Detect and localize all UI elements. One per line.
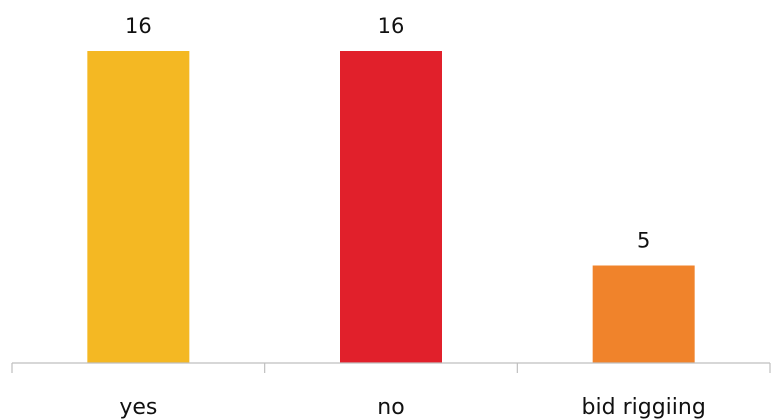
data-label: 16 xyxy=(378,14,405,38)
bar-bid-riggiing xyxy=(592,265,695,363)
x-tick-label: bid riggiing xyxy=(582,395,706,420)
x-tick-label: no xyxy=(377,395,404,420)
x-axis-tick-labels-group: yes no bid riggiing xyxy=(119,395,705,420)
data-label: 16 xyxy=(125,14,152,38)
bar-no xyxy=(340,51,442,363)
value-labels-group: 16 16 5 xyxy=(125,14,650,253)
x-axis-ticks-group xyxy=(11,363,771,373)
bar-yes xyxy=(87,51,190,363)
bars-group xyxy=(87,51,695,363)
x-tick-label: yes xyxy=(119,395,157,420)
data-label: 5 xyxy=(637,229,650,253)
